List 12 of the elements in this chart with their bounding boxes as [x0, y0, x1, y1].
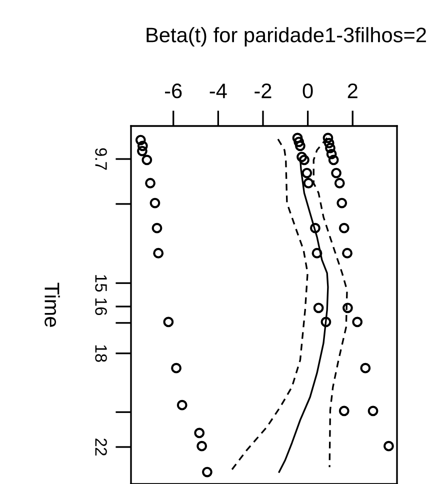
x-tick-label: -6: [165, 84, 182, 98]
y-tick-label: 18: [95, 345, 107, 362]
y-tick-label: 16: [95, 298, 107, 316]
y-tick-label: 9.7: [95, 148, 107, 170]
x-tick-label: -2: [254, 84, 272, 98]
x-tick-label: 0: [302, 84, 313, 98]
y-tick-label: 15: [95, 275, 107, 292]
chart-title: Beta(t) for paridade1-3filhos=2: [146, 27, 426, 46]
x-tick-label: 2: [348, 84, 358, 98]
y-axis-title: Time: [44, 282, 60, 327]
x-tick-label: -4: [210, 84, 227, 98]
y-tick-label: 22: [95, 438, 107, 456]
